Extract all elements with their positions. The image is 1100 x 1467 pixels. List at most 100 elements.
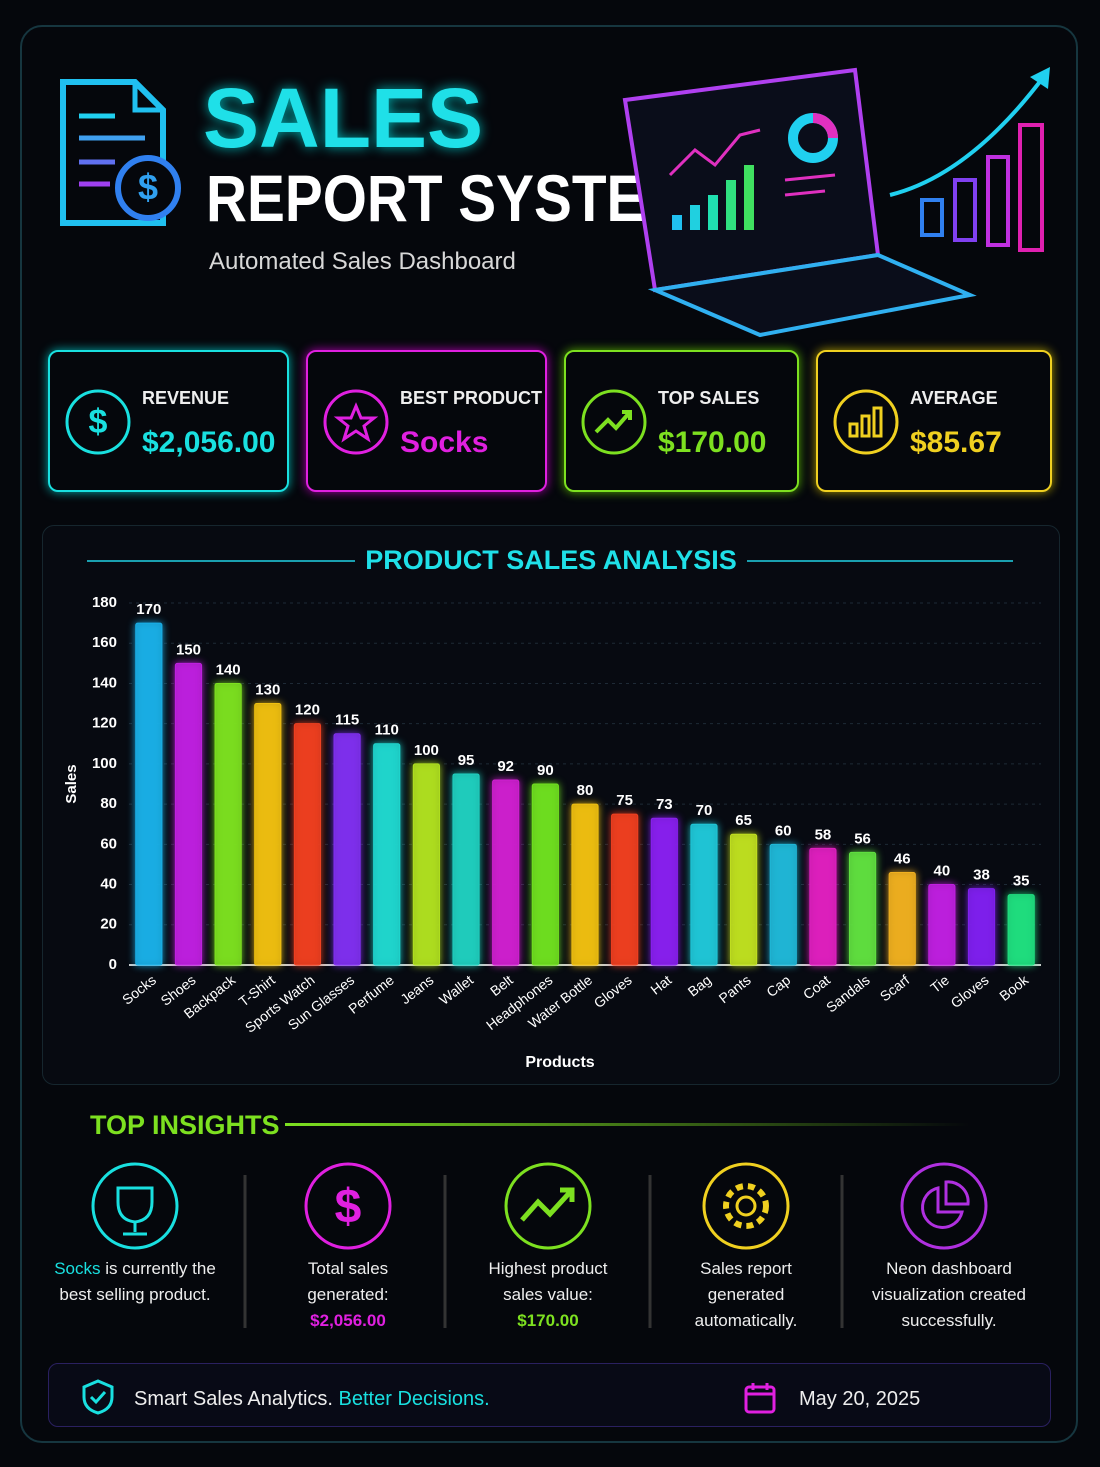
chart: PRODUCT SALES ANALYSIS Sales Products 0 2… xyxy=(42,525,1060,1085)
value-label: 150 xyxy=(176,641,201,658)
bar xyxy=(174,662,203,966)
bar xyxy=(730,833,758,966)
footer-highlight: Better Decisions. xyxy=(338,1388,490,1410)
footer: Smart Sales Analytics. Better Decisions.… xyxy=(48,1363,1051,1427)
y-tick-label: 140 xyxy=(92,674,117,691)
bar xyxy=(254,703,282,966)
value-label: 120 xyxy=(295,702,320,719)
value-label: 56 xyxy=(854,830,871,847)
kpi-card: TOP SALES $170.00 xyxy=(564,350,799,492)
insight-highlight: $170.00 xyxy=(517,1311,579,1330)
value-label: 40 xyxy=(934,863,951,880)
y-tick-label: 180 xyxy=(92,594,117,611)
value-label: 75 xyxy=(616,792,633,809)
footer-tagline: Smart Sales Analytics. xyxy=(134,1388,333,1410)
bar xyxy=(531,783,559,966)
x-tick-label: Pants xyxy=(716,972,754,1007)
kpi-value: $170.00 xyxy=(658,426,767,459)
kpi-icon: $ xyxy=(65,389,131,455)
value-label: 60 xyxy=(775,822,792,839)
value-label: 58 xyxy=(815,826,832,843)
kpi-icon xyxy=(833,389,899,455)
kpi-label: AVERAGE xyxy=(910,388,998,408)
divider xyxy=(285,1123,970,1126)
x-tick-label: Gloves xyxy=(591,972,635,1011)
value-label: 73 xyxy=(656,796,673,813)
y-tick-label: 20 xyxy=(100,916,117,933)
x-tick-label: Perfume xyxy=(345,972,397,1017)
subtitle: Automated Sales Dashboard xyxy=(209,248,516,275)
insight-icons: $ xyxy=(91,1162,988,1328)
bar xyxy=(293,723,322,966)
kpi-value: Socks xyxy=(400,426,489,459)
svg-text:$: $ xyxy=(335,1181,362,1234)
x-tick-label: Cap xyxy=(763,972,793,1001)
insight-text: Sales report generated automatically. xyxy=(694,1259,798,1330)
x-tick-label: Wallet xyxy=(436,972,476,1008)
value-label: 130 xyxy=(255,682,280,699)
value-label: 100 xyxy=(414,742,439,759)
bar xyxy=(452,773,480,966)
value-label: 46 xyxy=(894,850,911,867)
calendar-icon xyxy=(744,1383,776,1414)
value-label: 140 xyxy=(216,661,241,678)
title2: REPORT SYSTEM xyxy=(206,161,692,235)
x-tick-label: Book xyxy=(996,971,1032,1004)
footer-date: May 20, 2025 xyxy=(799,1388,921,1410)
y-tick-label: 120 xyxy=(92,715,117,732)
x-tick-label: Tie xyxy=(927,972,952,996)
bar xyxy=(967,888,996,966)
x-tick-label: Belt xyxy=(487,972,516,1000)
bar xyxy=(571,803,599,966)
svg-text:$: $ xyxy=(138,167,158,208)
kpi-value: $2,056.00 xyxy=(142,426,276,459)
chart-title: PRODUCT SALES ANALYSIS xyxy=(365,545,737,575)
insight-text: is currently the best selling product. xyxy=(59,1259,216,1304)
x-tick-label: Jeans xyxy=(397,972,436,1008)
value-label: 115 xyxy=(335,712,359,729)
kpi-icon xyxy=(581,389,647,455)
svg-text:$: $ xyxy=(89,403,108,441)
value-label: 65 xyxy=(735,812,752,829)
bar xyxy=(333,733,361,966)
insight: Socks is currently the best selling prod… xyxy=(50,1256,220,1308)
x-tick-label: Sandals xyxy=(823,972,873,1016)
bar xyxy=(214,682,242,966)
title: SALES xyxy=(203,71,484,165)
insight: Sales report generated automatically. xyxy=(671,1256,821,1334)
y-tick-label: 40 xyxy=(100,876,117,893)
shield-icon xyxy=(82,1379,114,1415)
bar xyxy=(135,622,163,966)
insight: Neon dashboard visualization created suc… xyxy=(859,1256,1039,1334)
insight-text: Total sales generated: xyxy=(307,1259,389,1304)
x-axis-label: Products xyxy=(525,1054,594,1071)
bar xyxy=(412,763,440,966)
kpi-label: TOP SALES xyxy=(658,388,760,408)
bar xyxy=(1007,894,1035,966)
value-label: 95 xyxy=(458,752,475,769)
insight-text: Highest product sales value: xyxy=(488,1259,608,1304)
kpi-card: AVERAGE $85.67 xyxy=(816,350,1052,492)
bar xyxy=(690,823,718,966)
x-tick-label: Gloves xyxy=(947,972,991,1011)
bar xyxy=(928,884,956,966)
bar xyxy=(373,743,401,966)
insight-text: Neon dashboard visualization created suc… xyxy=(871,1259,1027,1330)
value-label: 70 xyxy=(696,802,713,819)
bar xyxy=(492,779,520,966)
value-label: 110 xyxy=(375,722,399,739)
insight: Total sales generated: $2,056.00 xyxy=(263,1256,433,1334)
y-tick-label: 0 xyxy=(109,956,117,973)
insight-highlight: Socks xyxy=(54,1259,101,1278)
x-tick-label: Scarf xyxy=(877,972,913,1005)
insight-highlight: $2,056.00 xyxy=(310,1311,386,1330)
bar xyxy=(848,851,877,966)
x-tick-label: Hat xyxy=(647,972,674,998)
report-icon: $ xyxy=(60,79,181,226)
footer-text: Smart Sales Analytics. Better Decisions. xyxy=(134,1388,490,1411)
bar xyxy=(650,817,678,966)
value-label: 92 xyxy=(497,758,514,775)
kpi-card: $ REVENUE $2,056.00 xyxy=(48,350,289,492)
laptop-illustration xyxy=(622,67,1050,338)
